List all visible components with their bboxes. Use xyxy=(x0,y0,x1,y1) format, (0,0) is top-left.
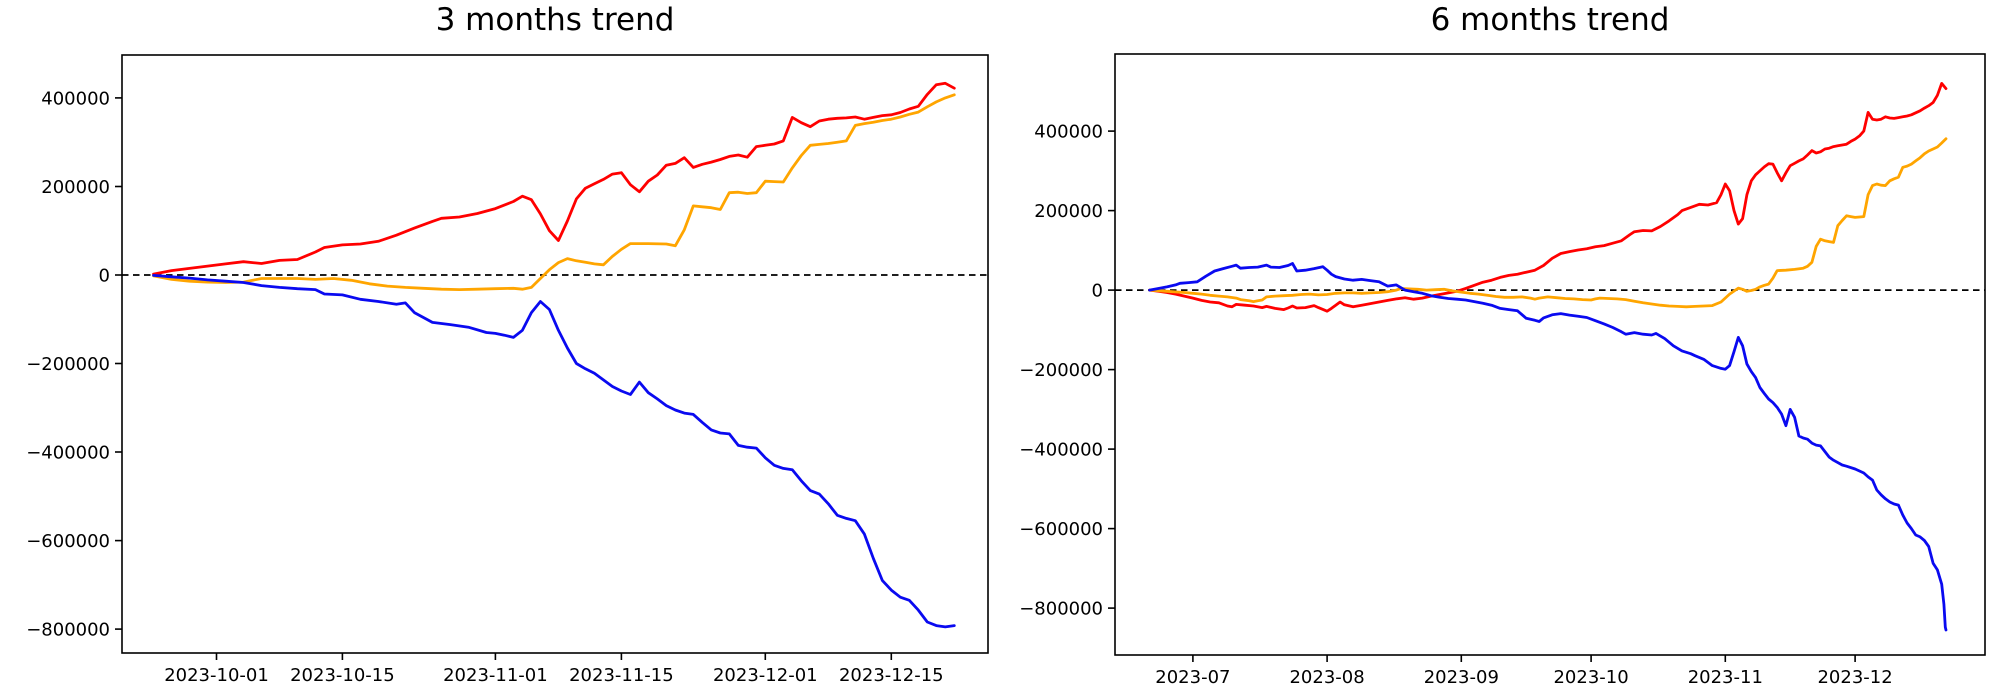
x-tick-label: 2023-11-15 xyxy=(569,665,674,686)
y-tick-label: −800000 xyxy=(1019,599,1103,620)
x-axis: 2023-10-01 2023-10-15 2023-11-01 2023-11-15… xyxy=(164,653,944,686)
x-tick-label: 2023-12 xyxy=(1817,667,1892,688)
y-tick-label: −400000 xyxy=(26,443,110,464)
x-tick-label: 2023-08 xyxy=(1289,667,1364,688)
x-tick-label: 2023-11 xyxy=(1688,667,1763,688)
y-tick-label: 0 xyxy=(1092,281,1103,302)
x-tick-label: 2023-10-15 xyxy=(290,665,395,686)
y-tick-label: −400000 xyxy=(1019,440,1103,461)
y-tick-label: −600000 xyxy=(26,531,110,552)
figure-6-months-trend: 6 months trend 400000 200000 0 −200000 −4000… xyxy=(1000,0,2000,700)
chart-canvas-3-months: 400000 200000 0 −200000 −400000 −600000 −80000… xyxy=(26,54,989,686)
y-tick-label: 400000 xyxy=(41,88,110,109)
y-tick-label: 200000 xyxy=(41,177,110,198)
chart-title-3-months: 3 months trend xyxy=(435,2,675,38)
y-tick-label: 0 xyxy=(99,266,110,287)
series-line-orange xyxy=(1148,137,1948,309)
x-tick-label: 2023-07 xyxy=(1155,667,1230,688)
series-line-red xyxy=(1148,82,1948,313)
x-tick-label: 2023-12-15 xyxy=(839,665,944,686)
y-axis: 400000 200000 0 −200000 −400000 −600000 −80000… xyxy=(1019,122,1115,620)
x-tick-label: 2023-11-01 xyxy=(443,665,548,686)
chart-title-6-months: 6 months trend xyxy=(1430,2,1670,38)
series-line-blue xyxy=(152,273,956,629)
y-tick-label: 200000 xyxy=(1034,201,1103,222)
y-tick-label: −200000 xyxy=(1019,360,1103,381)
y-axis: 400000 200000 0 −200000 −400000 −600000 −80000… xyxy=(26,88,122,641)
y-tick-label: 400000 xyxy=(1034,122,1103,143)
plot-border xyxy=(1114,53,1986,656)
series-line-red xyxy=(152,81,956,276)
x-tick-label: 2023-12-01 xyxy=(713,665,818,686)
y-tick-label: −200000 xyxy=(26,354,110,375)
x-tick-label: 2023-10 xyxy=(1553,667,1628,688)
x-tick-label: 2023-09 xyxy=(1424,667,1499,688)
x-tick-label: 2023-10-01 xyxy=(164,665,269,686)
chart-canvas-6-months: 400000 200000 0 −200000 −400000 −600000 −80000… xyxy=(1019,53,1986,688)
series-line-orange xyxy=(152,93,956,292)
plot-border xyxy=(121,54,989,654)
y-tick-label: −800000 xyxy=(26,620,110,641)
series-line-blue xyxy=(1148,262,1948,632)
x-axis: 2023-07 2023-08 2023-09 2023-10 2023-11 2023-… xyxy=(1155,655,1893,688)
figure-3-months-trend: 3 months trend 400000 200000 0 −200000 −4000… xyxy=(26,2,989,686)
y-tick-label: −600000 xyxy=(1019,519,1103,540)
